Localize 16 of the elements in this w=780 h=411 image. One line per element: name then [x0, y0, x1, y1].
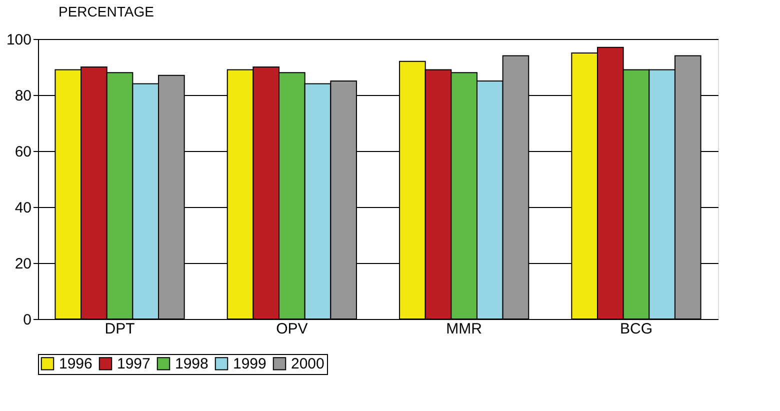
x-tick-label: OPV: [276, 320, 308, 338]
x-tick-label: DPT: [104, 320, 135, 338]
legend-label: 2000: [291, 356, 324, 373]
y-axis-title: PERCENTAGE: [58, 4, 154, 20]
y-tick-label: 80: [14, 88, 32, 104]
y-tick-label: 20: [14, 256, 32, 272]
y-tick-label: 60: [14, 144, 32, 160]
legend-label: 1997: [117, 356, 150, 373]
legend-label: 1996: [59, 356, 92, 373]
y-tick-label: 0: [23, 312, 32, 328]
x-tick-label: BCG: [620, 320, 652, 338]
legend-label: 1999: [233, 356, 266, 373]
y-tick-label: 100: [6, 32, 32, 48]
y-tick-label: 40: [14, 200, 32, 216]
x-tick-label: MMR: [446, 320, 482, 338]
legend-label: 1998: [175, 356, 208, 373]
